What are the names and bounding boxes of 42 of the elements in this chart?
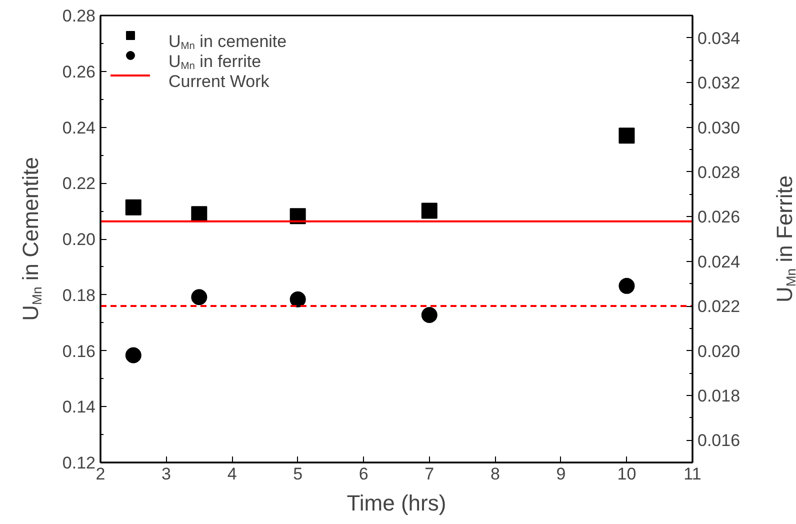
y2-tick-label: 0.018 <box>698 386 740 406</box>
y2-tick-label: 0.034 <box>698 28 740 48</box>
y-axis-title: UMn in Cementite <box>18 157 45 321</box>
y-tick-label: 0.26 <box>62 62 96 82</box>
point <box>191 206 208 222</box>
point <box>125 199 142 216</box>
y-tick-label: 0.20 <box>62 230 96 249</box>
legend-label: Current Work <box>168 72 270 91</box>
x-tick-label: 10 <box>617 464 636 484</box>
y-tick-label: 0.18 <box>62 286 96 305</box>
y2-tick-label: 0.022 <box>698 297 740 316</box>
y2-tick-label: 0.024 <box>698 252 740 272</box>
point <box>290 291 306 308</box>
y2-axis-title: UMn in Ferrite <box>772 175 796 303</box>
y-tick-label: 0.14 <box>62 398 96 417</box>
point <box>421 202 438 219</box>
x-axis-title: Time (hrs) <box>346 490 446 516</box>
x-tick-label: 8 <box>490 464 500 484</box>
y2-tick-label: 0.016 <box>698 431 740 450</box>
y-tick-label: 0.22 <box>62 174 96 194</box>
y2-tick-label: 0.032 <box>698 74 740 93</box>
point <box>191 289 208 306</box>
x-tick-label: 9 <box>556 464 566 484</box>
x-tick-label: 11 <box>684 464 702 484</box>
y2-tick-label: 0.020 <box>698 342 740 361</box>
y-tick-label: 0.24 <box>62 118 96 138</box>
y-tick-label: 0.28 <box>62 6 96 26</box>
point <box>618 278 635 294</box>
point <box>618 128 635 144</box>
y2-tick-label: 0.030 <box>698 118 740 138</box>
x-tick-label: 7 <box>424 464 434 484</box>
y2-tick-label: 0.028 <box>698 162 740 182</box>
point <box>421 307 438 323</box>
x-tick-label: 6 <box>358 464 368 484</box>
y-tick-label: 0.16 <box>62 342 96 361</box>
x-tick-label: 5 <box>293 464 303 484</box>
x-tick-label: 3 <box>162 464 172 484</box>
x-tick-label: 2 <box>96 464 106 484</box>
y2-tick-label: 0.026 <box>698 208 740 227</box>
y-tick-label: 0.12 <box>62 454 96 472</box>
point <box>125 347 142 364</box>
x-tick-label: 4 <box>227 464 237 484</box>
